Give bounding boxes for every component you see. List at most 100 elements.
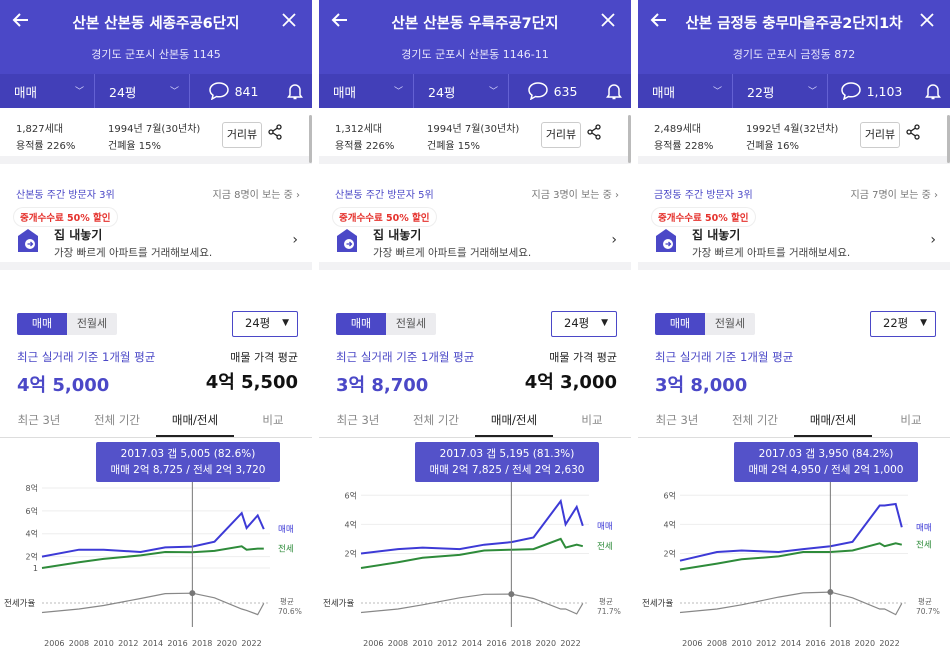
floor-area-ratio: 용적률 228% (654, 141, 714, 152)
chart-tab[interactable]: 매매/전세 (794, 406, 872, 437)
chevron-down-icon: ﹀ (807, 87, 817, 97)
sell-title: 집 내놓기 (54, 228, 103, 242)
chart-tab[interactable]: 매매/전세 (156, 406, 234, 437)
comment-count: 841 (234, 83, 259, 99)
address: 경기도 군포시 산본동 1146-11 (401, 48, 549, 61)
street-view-button[interactable]: 거리뷰 (860, 122, 900, 148)
chart-tab[interactable]: 최근 3년 (336, 413, 380, 427)
built-date: 1994년 7월(30년차) (427, 124, 520, 135)
sale-series-tag: 매매 (597, 522, 613, 532)
close-icon[interactable] (916, 10, 938, 34)
size-dropdown[interactable]: 24평 ﹀ (95, 74, 190, 108)
share-icon[interactable] (268, 124, 282, 144)
comment-count: 1,103 (866, 83, 903, 99)
complex-title: 산본 금정동 충무마을주공2단지1차 (685, 16, 903, 32)
comments-button[interactable]: 1,103 (828, 74, 915, 108)
chart-tab[interactable]: 비교 (262, 413, 284, 427)
y-tick-label: 8억 (26, 483, 38, 493)
avg-price-value: 4억 5,000 (17, 375, 110, 396)
x-tick-label: 2018 (192, 639, 212, 648)
toggle-sale[interactable]: 매매 (17, 313, 67, 335)
avg-ratio-value: 70.6% (278, 607, 302, 616)
x-tick-label: 2018 (511, 639, 531, 648)
chart-tab[interactable]: 전체 기간 (732, 413, 778, 427)
info-col-1: 2,489세대 용적률 228% (654, 121, 713, 155)
promo-badge: 중개수수료 50% 할인 (333, 208, 436, 226)
chart-tab[interactable]: 최근 3년 (17, 413, 61, 427)
panel-gap (312, 0, 319, 665)
household-count: 2,489세대 (654, 124, 702, 135)
size-select[interactable]: 24평 ▼ (232, 311, 298, 337)
scrollbar[interactable] (947, 115, 950, 163)
info-col-1: 1,312세대 용적률 226% (335, 121, 394, 155)
size-select[interactable]: 24평 ▼ (551, 311, 617, 337)
toggle-sale[interactable]: 매매 (655, 313, 705, 335)
toggle-rent[interactable]: 전월세 (395, 317, 427, 330)
size-dropdown[interactable]: 24평 ﹀ (414, 74, 509, 108)
bell-icon[interactable] (915, 74, 950, 108)
street-view-button[interactable]: 거리뷰 (541, 122, 581, 148)
street-view-button[interactable]: 거리뷰 (222, 122, 262, 148)
comments-button[interactable]: 841 (190, 74, 277, 108)
ratio-label: 전세가율 (323, 598, 354, 609)
caret-down-icon: ▼ (601, 318, 608, 328)
sell-home-banner[interactable]: 집 내놓기 가장 빠르게 아파트를 거래해보세요. › (319, 208, 631, 270)
x-tick-label: 2022 (879, 639, 899, 648)
trade-type-dropdown[interactable]: 매매 ﹀ (0, 74, 95, 108)
share-icon[interactable] (587, 124, 601, 144)
close-icon[interactable] (597, 10, 619, 34)
chart-tab[interactable]: 전체 기간 (413, 413, 459, 427)
promo-badge: 중개수수료 50% 할인 (652, 208, 755, 226)
tooltip-prices: 매매 2억 7,825 / 전세 2억 2,630 (429, 464, 585, 476)
visitor-row[interactable]: 금정동 주간 방문자 3위 지금 7명이 보는 중 › (638, 164, 950, 208)
share-icon[interactable] (906, 124, 920, 144)
size-label: 24평 (109, 84, 137, 100)
comments-button[interactable]: 635 (509, 74, 596, 108)
back-arrow-icon[interactable] (331, 10, 353, 34)
chevron-right-icon: › (296, 190, 300, 201)
bell-icon[interactable] (596, 74, 631, 108)
chart-tab[interactable]: 전체 기간 (94, 413, 140, 427)
visitor-row[interactable]: 산본동 주간 방문자 3위 지금 8명이 보는 중 › (0, 164, 312, 208)
trade-type-label: 매매 (652, 84, 676, 100)
close-icon[interactable] (278, 10, 300, 34)
chevron-right-icon: › (930, 232, 936, 248)
toggle-rent[interactable]: 전월세 (714, 317, 746, 330)
x-tick-label: 2010 (731, 639, 751, 648)
chart-tabs: 최근 3년 전체 기간 매매/전세 비교 (319, 406, 631, 438)
sell-home-banner[interactable]: 집 내놓기 가장 빠르게 아파트를 거래해보세요. › (0, 208, 312, 270)
toggle-rent[interactable]: 전월세 (76, 317, 108, 330)
size-dropdown[interactable]: 22평 ﹀ (733, 74, 828, 108)
scrollbar[interactable] (309, 115, 312, 163)
sell-subtitle: 가장 빠르게 아파트를 거래해보세요. (692, 247, 851, 259)
x-tick-label: 2018 (830, 639, 850, 648)
back-arrow-icon[interactable] (650, 10, 672, 34)
x-tick-label: 2022 (241, 639, 261, 648)
chart-tab[interactable]: 비교 (900, 413, 922, 427)
visitor-row[interactable]: 산본동 주간 방문자 5위 지금 3명이 보는 중 › (319, 164, 631, 208)
sell-home-banner[interactable]: 집 내놓기 가장 빠르게 아파트를 거래해보세요. › (638, 208, 950, 270)
chart-tab[interactable]: 최근 3년 (655, 413, 699, 427)
trade-type-dropdown[interactable]: 매매 ﹀ (319, 74, 414, 108)
toggle-sale[interactable]: 매매 (336, 313, 386, 335)
size-select[interactable]: 22평 ▼ (870, 311, 936, 337)
y-tick-label: 1 (33, 564, 38, 573)
scrollbar[interactable] (628, 115, 631, 163)
bell-icon[interactable] (277, 74, 312, 108)
lease-series-tag: 전세 (916, 540, 932, 551)
avg-ratio-value: 70.7% (916, 607, 940, 616)
chart-tab[interactable]: 매매/전세 (475, 406, 553, 437)
chat-bubble-icon (840, 82, 861, 100)
building-coverage: 건폐율 15% (108, 141, 162, 152)
avg-price-label: 최근 실거래 기준 1개월 평균 (17, 350, 156, 364)
back-arrow-icon[interactable] (12, 10, 34, 34)
chart-tab[interactable]: 비교 (581, 413, 603, 427)
x-tick-label: 2010 (93, 639, 113, 648)
filter-bar: 매매 ﹀ 24평 ﹀ 841 (0, 74, 312, 108)
chevron-right-icon: › (611, 232, 617, 248)
size-label: 24평 (428, 84, 456, 100)
x-tick-label: 2020 (536, 639, 556, 648)
trade-type-dropdown[interactable]: 매매 ﹀ (638, 74, 733, 108)
